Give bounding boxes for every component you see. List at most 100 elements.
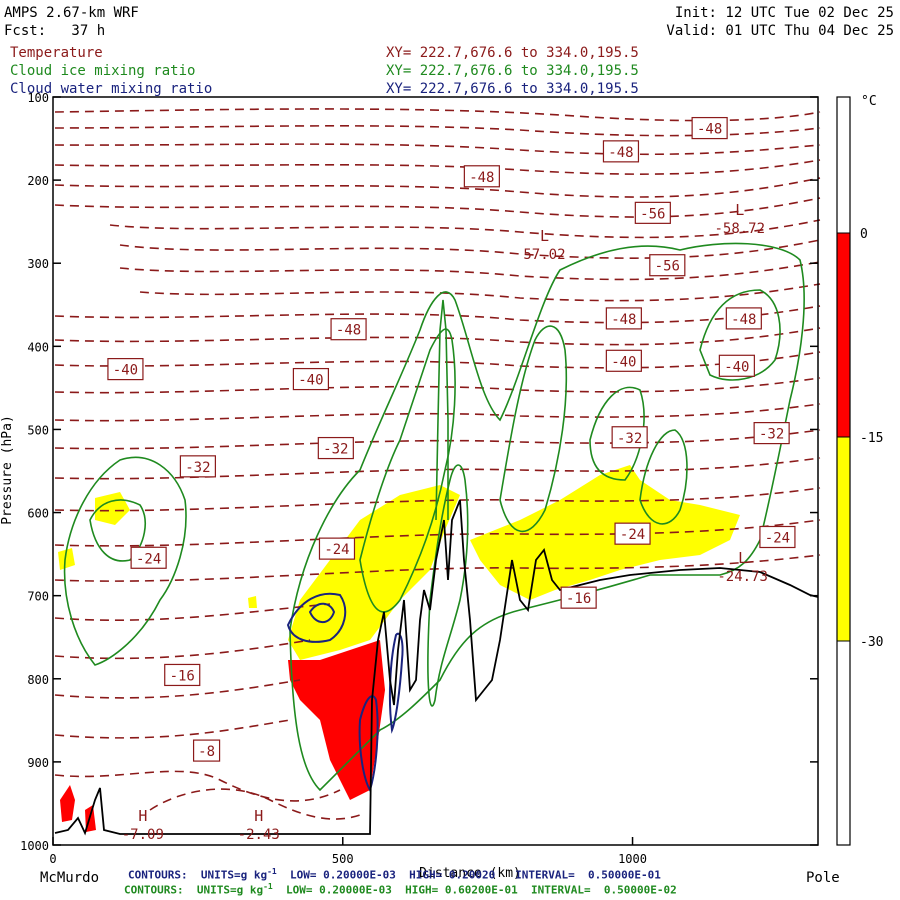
temp-label-box-6 [605, 307, 642, 330]
temp-label-20: -16 [566, 591, 591, 607]
temp-label-17: -24 [765, 530, 790, 546]
temp-label-box-22 [192, 739, 221, 762]
temp-label-2: -48 [469, 170, 494, 186]
extremum-kind-0: L [540, 227, 549, 245]
water-interval: INTERVAL= 0.50000E-01 [515, 868, 661, 882]
yellow-patch-a [95, 492, 130, 525]
temp-label-box-10 [605, 349, 642, 372]
colorbar-band-2 [837, 437, 850, 641]
temp-label-0: -48 [697, 122, 722, 138]
legend-cloud-ice: Cloud ice mixing ratio [10, 63, 196, 79]
header-valid: Valid: 01 UTC Thu 04 Dec 25 [666, 23, 894, 39]
xy-temperature: XY= 222.7,676.6 to 334.0,195.5 [386, 45, 639, 61]
extremum-value-3: -2.43 [238, 827, 280, 843]
temp-label-15: -32 [759, 427, 784, 443]
colorbar-tick-label-1: -15 [860, 431, 883, 446]
extremum-value-0: 57.02 [523, 247, 565, 263]
extremum-value-4: -24.73 [717, 569, 768, 585]
extremum-kind-3: H [254, 807, 263, 825]
ice-units: CONTOURS: UNITS=g kg [124, 883, 264, 897]
temp-label-22: -8 [198, 744, 215, 760]
temp-label-9: -40 [298, 373, 323, 389]
temp-label-box-21 [164, 663, 201, 687]
colorbar: 0 -15 -30 °C [836, 94, 883, 846]
header-model: AMPS 2.67-km WRF [4, 5, 139, 21]
temp-label-box-0 [691, 116, 728, 140]
temp-label-box-17 [759, 525, 796, 549]
y-tick-label-0: 100 [27, 91, 49, 105]
y-tick-label-4: 500 [27, 423, 49, 437]
extremum-value-2: -7.09 [122, 827, 164, 843]
yellow-patch-b [58, 548, 75, 570]
temp-label-19: -24 [136, 551, 161, 567]
temp-label-box-5 [330, 318, 367, 341]
end-label: Pole [806, 870, 840, 886]
x-tick-label-2: 1000 [618, 852, 647, 866]
temperature-labels-layer: -48 -48 -48 -56 -56 -48 -48 -48 -40 -40 -40 -40 -32 -… [107, 116, 796, 762]
ice-interval: INTERVAL= 0.50000E-02 [531, 883, 677, 897]
temp-label-21: -16 [170, 668, 195, 684]
y-tick-label-7: 800 [27, 673, 49, 687]
temp-label-14: -32 [617, 431, 642, 447]
header-init: Init: 12 UTC Tue 02 Dec 25 [674, 5, 894, 21]
colorbar-units: °C [861, 94, 877, 109]
water-units-exp: -1 [267, 867, 277, 876]
water-units: CONTOURS: UNITS=g kg [128, 868, 268, 882]
y-tick-label-2: 300 [27, 257, 49, 271]
x-tick-label-1: 500 [332, 852, 354, 866]
temp-label-5: -48 [336, 323, 361, 339]
y-tick-label-5: 600 [27, 507, 49, 521]
xy-cloud-ice: XY= 222.7,676.6 to 334.0,195.5 [386, 63, 639, 79]
temp-label-box-16 [614, 522, 651, 545]
extrema-layer: L 57.02 L -58.72 H -7.09 H -2.43 L -24.73 [122, 201, 768, 843]
temp-label-box-4 [649, 254, 686, 277]
x-tick-label-0: 0 [49, 852, 56, 866]
temp-label-12: -32 [323, 442, 348, 458]
colorbar-band-1 [837, 233, 850, 437]
cloud-ice-contours [63, 242, 805, 792]
terrain-line [54, 499, 819, 836]
plot-frame [52, 96, 819, 846]
temp-label-box-12 [317, 436, 354, 460]
water-contour-info: CONTOURS: UNITS=g kg-1 LOW= 0.20000E-03 … [128, 867, 661, 882]
temp-label-box-2 [463, 165, 500, 188]
temp-label-box-9 [292, 367, 329, 391]
temp-label-1: -48 [608, 145, 633, 161]
y-tick-label-6: 700 [27, 590, 49, 604]
temp-label-13: -32 [185, 460, 210, 476]
yellow-band-right [470, 465, 740, 600]
temp-label-11: -40 [724, 359, 749, 375]
temp-label-box-3 [634, 201, 671, 224]
extremum-kind-1: L [735, 201, 744, 219]
temp-label-8: -40 [113, 363, 138, 379]
ice-range: LOW= 0.20000E-03 HIGH= 0.60200E-01 [285, 883, 518, 897]
y-axis-label: Pressure (hPa) [0, 415, 15, 525]
red-patch-sfc [60, 785, 75, 822]
header-fcst: Fcst: 37 h [4, 23, 106, 39]
legend-cloud-water: Cloud water mixing ratio [10, 81, 213, 97]
temp-label-18: -24 [324, 542, 349, 558]
y-tick-label-9: 1000 [20, 839, 49, 853]
temp-label-3: -56 [640, 206, 665, 222]
temp-label-box-15 [753, 422, 790, 445]
cloud-water-contours [286, 592, 404, 793]
temp-label-box-8 [107, 358, 144, 381]
temp-label-7: -48 [731, 312, 756, 328]
temp-label-box-1 [602, 140, 640, 163]
extremum-kind-4: L [738, 549, 747, 567]
ice-contour-info: CONTOURS: UNITS=g kg-1 LOW= 0.20000E-03 … [124, 882, 677, 897]
temp-label-box-13 [179, 455, 216, 478]
yellow-band-left [288, 485, 460, 660]
temp-label-4: -56 [655, 259, 680, 275]
temp-label-16: -24 [620, 527, 645, 543]
temp-label-box-11 [718, 354, 755, 377]
yellow-patch-c [248, 596, 257, 608]
temp-label-box-20 [560, 586, 597, 609]
x-axis-label: Distance (km) [419, 866, 521, 881]
y-tick-label-8: 900 [27, 756, 49, 770]
xy-cloud-water: XY= 222.7,676.6 to 334.0,195.5 [386, 81, 639, 97]
colorbar-band-3 [837, 641, 850, 845]
temp-label-6: -48 [611, 312, 636, 328]
